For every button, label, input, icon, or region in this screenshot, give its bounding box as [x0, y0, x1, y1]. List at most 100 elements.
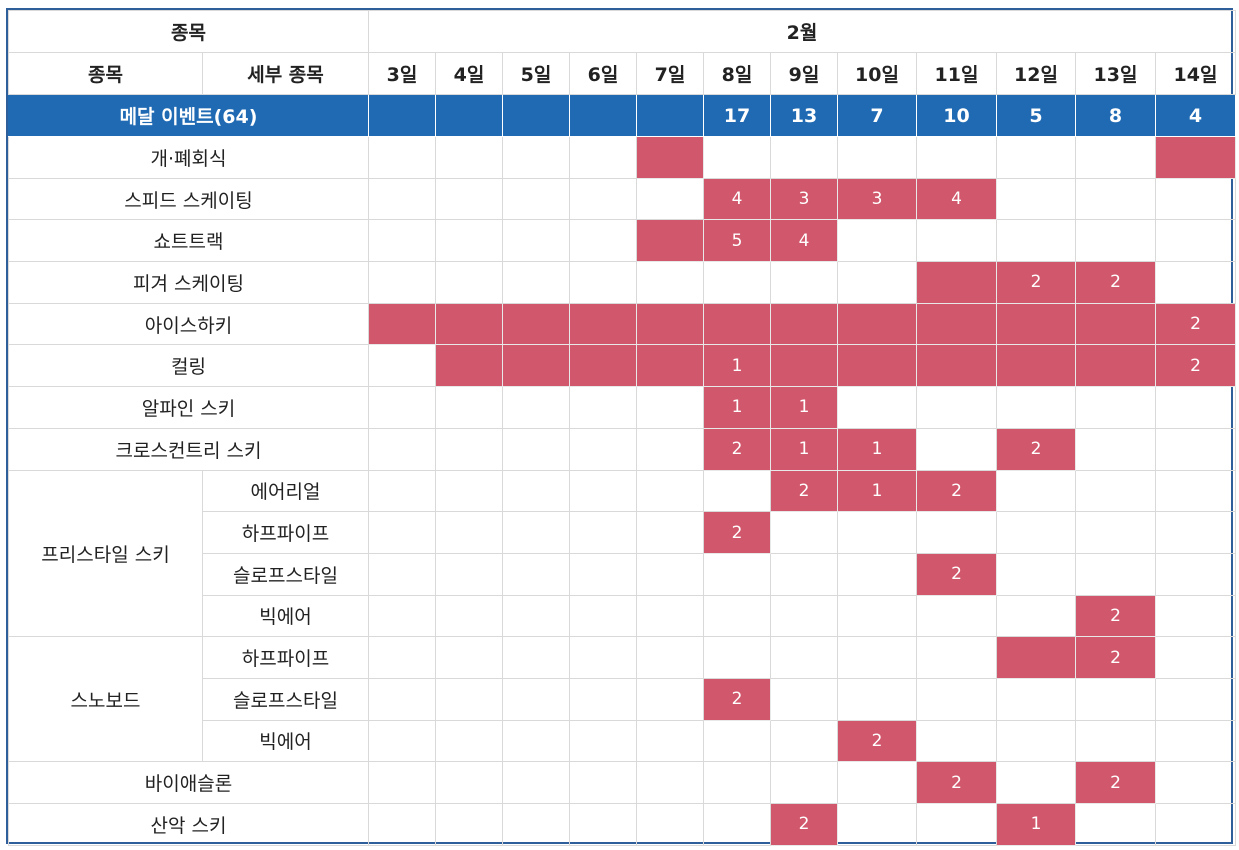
empty-day-cell	[569, 136, 637, 179]
empty-day-cell	[1154, 719, 1237, 763]
empty-day-cell	[1075, 427, 1156, 471]
medal-count-cell	[435, 94, 503, 137]
empty-day-cell	[569, 677, 637, 721]
medal-count-cell	[368, 94, 436, 137]
event-row: 프리스타일 스키 에어리얼 2 1 2	[8, 469, 1237, 638]
empty-day-cell	[636, 469, 704, 513]
empty-day-cell	[1154, 469, 1237, 513]
empty-day-cell	[1154, 594, 1237, 638]
scheduled-day-cell: 4	[703, 177, 771, 221]
sub-event-name: 빅에어	[202, 594, 369, 638]
sub-event-name: 슬로프스타일	[202, 677, 369, 721]
scheduled-day-cell	[435, 302, 503, 346]
scheduled-day-cell: 2	[837, 719, 917, 763]
scheduled-day-cell: 1	[770, 427, 838, 471]
scheduled-day-cell: 1	[837, 469, 917, 513]
empty-day-cell	[770, 594, 838, 638]
event-name: 스피드 스케이팅	[8, 177, 369, 221]
scheduled-day-cell	[502, 302, 570, 346]
event-row: 빅에어 2	[9, 719, 1237, 763]
medal-count-cell: 7	[837, 94, 917, 137]
empty-day-cell	[435, 136, 503, 179]
empty-day-cell	[996, 386, 1076, 429]
empty-day-cell	[837, 136, 917, 179]
scheduled-day-cell	[837, 344, 917, 388]
scheduled-day-cell: 2	[703, 511, 771, 554]
empty-day-cell	[435, 719, 503, 763]
empty-day-cell	[368, 636, 436, 679]
empty-day-cell	[916, 136, 997, 179]
medal-events-row: 메달 이벤트(64) 17 13 7 10 5 8 4	[8, 94, 1237, 137]
empty-day-cell	[916, 511, 997, 554]
empty-day-cell	[569, 552, 637, 596]
empty-day-cell	[770, 261, 838, 304]
empty-day-cell	[569, 803, 637, 846]
event-row: 산악 스키 2 1	[8, 803, 1237, 846]
empty-day-cell	[703, 636, 771, 679]
empty-day-cell	[569, 511, 637, 554]
scheduled-day-cell: 2	[1154, 302, 1237, 346]
event-name: 바이애슬론	[8, 761, 369, 804]
empty-day-cell	[368, 177, 436, 221]
empty-day-cell	[996, 136, 1076, 179]
empty-day-cell	[996, 511, 1076, 554]
empty-day-cell	[770, 761, 838, 804]
empty-day-cell	[368, 261, 436, 304]
empty-day-cell	[636, 552, 704, 596]
scheduled-day-cell	[636, 136, 704, 179]
empty-day-cell	[569, 719, 637, 763]
schedule-frame: 종목 2월 종목 세부 종목 3일 4일 5일 6일 7일 8일 9일 10일 11일 12일 13…	[6, 8, 1237, 846]
empty-day-cell	[996, 177, 1076, 221]
empty-day-cell	[770, 511, 838, 554]
empty-day-cell	[368, 219, 436, 263]
scheduled-day-cell	[916, 261, 997, 304]
scheduled-day-cell	[502, 344, 570, 388]
scheduled-day-cell: 2	[703, 427, 771, 471]
scheduled-day-cell: 1	[770, 386, 838, 429]
empty-day-cell	[435, 386, 503, 429]
scheduled-day-cell	[996, 302, 1076, 346]
scheduled-day-cell	[1075, 302, 1156, 346]
empty-day-cell	[837, 761, 917, 804]
scheduled-day-cell	[770, 344, 838, 388]
empty-day-cell	[916, 719, 997, 763]
medal-count-cell: 10	[916, 94, 997, 137]
empty-day-cell	[435, 636, 503, 679]
empty-day-cell	[703, 719, 771, 763]
event-row: 알파인 스키 1 1	[8, 386, 1237, 429]
empty-day-cell	[368, 594, 436, 638]
scheduled-day-cell: 2	[703, 677, 771, 721]
scheduled-day-cell: 2	[916, 469, 997, 513]
scheduled-day-cell: 2	[1075, 261, 1156, 304]
empty-day-cell	[703, 261, 771, 304]
empty-day-cell	[837, 386, 917, 429]
empty-day-cell	[502, 636, 570, 679]
scheduled-day-cell: 4	[770, 219, 838, 263]
medal-count-cell: 13	[770, 94, 838, 137]
scheduled-day-cell	[996, 636, 1076, 679]
scheduled-day-cell: 2	[770, 803, 838, 846]
empty-day-cell	[1075, 803, 1156, 846]
event-label-header: 종목	[8, 52, 203, 95]
empty-day-cell	[1075, 719, 1156, 763]
empty-day-cell	[502, 511, 570, 554]
day-header: 12일	[996, 52, 1076, 95]
scheduled-day-cell	[916, 344, 997, 388]
scheduled-day-cell: 2	[1075, 761, 1156, 804]
medal-count-cell	[636, 94, 704, 137]
scheduled-day-cell: 4	[916, 177, 997, 221]
empty-day-cell	[368, 761, 436, 804]
medal-count-cell	[569, 94, 637, 137]
empty-day-cell	[1075, 677, 1156, 721]
empty-day-cell	[368, 552, 436, 596]
empty-day-cell	[1154, 677, 1237, 721]
event-row: 개·폐회식	[8, 136, 1237, 179]
empty-day-cell	[1154, 552, 1237, 596]
empty-day-cell	[569, 261, 637, 304]
scheduled-day-cell: 1	[837, 427, 917, 471]
scheduled-day-cell	[916, 302, 997, 346]
empty-day-cell	[770, 136, 838, 179]
day-header: 14일	[1154, 52, 1237, 95]
scheduled-day-cell	[703, 302, 771, 346]
event-name: 컬링	[8, 344, 369, 388]
